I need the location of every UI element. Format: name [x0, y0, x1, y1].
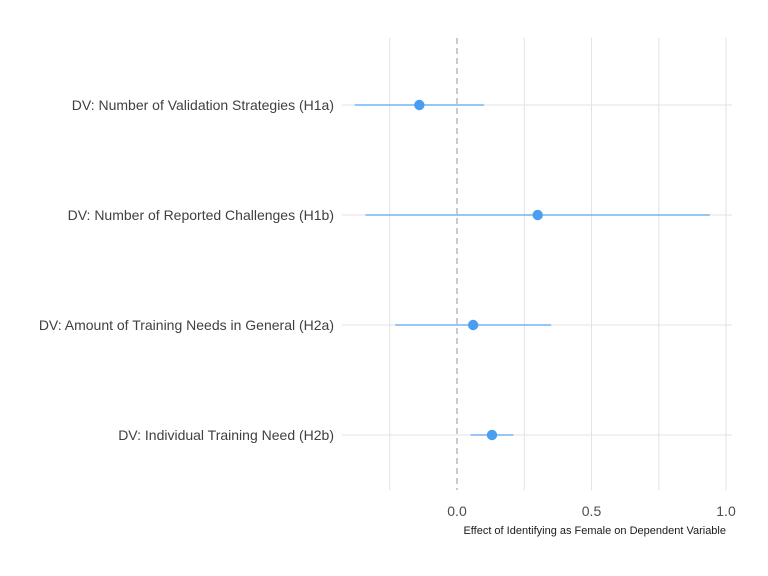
point-estimate	[467, 319, 479, 331]
x-tick-label: 0.5	[582, 503, 602, 519]
point-estimate	[414, 99, 425, 111]
x-axis-ticks: 0.0 0.5 1.0	[447, 503, 736, 519]
y-category-label: DV: Individual Training Need (H2b)	[118, 427, 334, 443]
grid-layer	[342, 38, 732, 490]
point-estimate	[532, 209, 543, 221]
marks-layer	[354, 99, 710, 441]
x-tick-label: 0.0	[447, 503, 467, 519]
y-category-label: DV: Number of Validation Strategies (H1a…	[72, 97, 334, 113]
y-category-label: DV: Number of Reported Challenges (H1b)	[68, 207, 334, 223]
y-category-label: DV: Amount of Training Needs in General …	[39, 317, 334, 333]
x-axis-title: Effect of Identifying as Female on Depen…	[463, 525, 726, 537]
point-estimate	[486, 429, 498, 441]
x-tick-label: 1.0	[716, 503, 736, 519]
y-axis-labels: DV: Number of Validation Strategies (H1a…	[39, 97, 334, 443]
